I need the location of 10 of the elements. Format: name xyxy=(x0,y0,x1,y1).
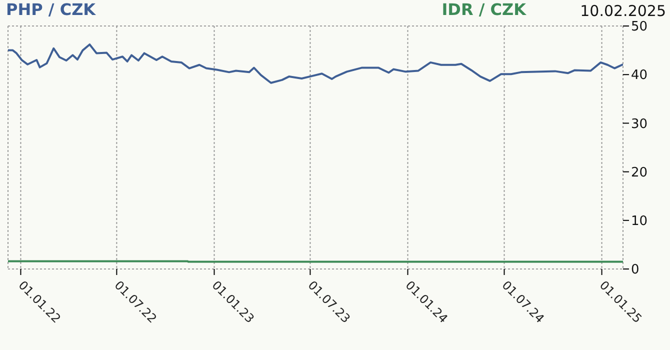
y-tick-label: 0 xyxy=(631,262,640,278)
y-tick-label: 40 xyxy=(631,68,648,84)
series-label: PHP / CZK xyxy=(6,0,96,21)
y-tick-label: 30 xyxy=(631,116,648,132)
line-series xyxy=(8,43,623,84)
text: 10.02.2025 xyxy=(580,2,666,20)
y-tick-label: 10 xyxy=(631,214,648,230)
text: IDR / CZK xyxy=(442,0,526,21)
y-tick-label: 20 xyxy=(631,165,648,180)
y-tick-label: 50 xyxy=(631,20,648,35)
